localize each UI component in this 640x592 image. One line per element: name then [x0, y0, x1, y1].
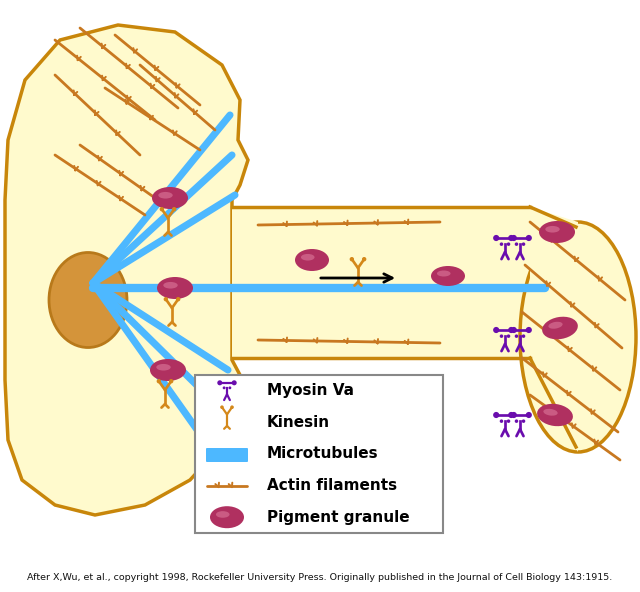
Polygon shape [232, 207, 530, 358]
Ellipse shape [515, 242, 518, 246]
Ellipse shape [508, 235, 515, 241]
Ellipse shape [493, 412, 499, 418]
Ellipse shape [220, 406, 224, 409]
Text: Pigment granule: Pigment granule [267, 510, 410, 525]
Ellipse shape [217, 380, 222, 385]
Ellipse shape [511, 235, 517, 241]
Ellipse shape [362, 257, 366, 262]
Ellipse shape [539, 221, 575, 243]
Ellipse shape [152, 187, 188, 209]
Ellipse shape [542, 317, 578, 339]
Ellipse shape [437, 271, 451, 276]
Ellipse shape [522, 419, 525, 423]
Ellipse shape [507, 419, 510, 423]
Ellipse shape [156, 364, 171, 371]
Ellipse shape [159, 207, 164, 211]
Ellipse shape [169, 379, 173, 384]
FancyBboxPatch shape [206, 448, 248, 462]
Polygon shape [530, 207, 578, 452]
Ellipse shape [525, 412, 532, 418]
Ellipse shape [507, 334, 510, 338]
Ellipse shape [511, 327, 517, 333]
Ellipse shape [520, 222, 636, 452]
Ellipse shape [522, 242, 525, 246]
Text: Actin filaments: Actin filaments [267, 478, 397, 493]
Ellipse shape [543, 409, 557, 416]
Ellipse shape [431, 266, 465, 286]
Ellipse shape [228, 387, 231, 390]
Ellipse shape [223, 387, 225, 390]
Ellipse shape [49, 253, 127, 348]
Ellipse shape [508, 327, 515, 333]
Ellipse shape [163, 282, 178, 288]
Ellipse shape [172, 207, 177, 211]
Ellipse shape [157, 277, 193, 299]
Ellipse shape [150, 359, 186, 381]
Text: Microtubules: Microtubules [267, 446, 379, 462]
Ellipse shape [500, 334, 503, 338]
Ellipse shape [493, 327, 499, 333]
Ellipse shape [349, 257, 354, 262]
Ellipse shape [548, 322, 563, 329]
Ellipse shape [301, 254, 314, 260]
Ellipse shape [515, 334, 518, 338]
Polygon shape [5, 25, 248, 515]
Ellipse shape [545, 226, 560, 233]
Ellipse shape [210, 506, 244, 528]
Ellipse shape [537, 404, 573, 426]
Ellipse shape [216, 511, 230, 518]
Ellipse shape [525, 327, 532, 333]
Text: Myosin Va: Myosin Va [267, 383, 354, 398]
Ellipse shape [507, 242, 510, 246]
Ellipse shape [164, 297, 168, 301]
Ellipse shape [158, 192, 173, 198]
Ellipse shape [508, 412, 515, 418]
FancyBboxPatch shape [195, 375, 443, 533]
Ellipse shape [232, 380, 237, 385]
Text: Kinesin: Kinesin [267, 415, 330, 430]
Ellipse shape [295, 249, 329, 271]
Ellipse shape [522, 334, 525, 338]
Ellipse shape [500, 242, 503, 246]
Ellipse shape [500, 419, 503, 423]
Ellipse shape [511, 412, 517, 418]
Ellipse shape [176, 297, 180, 301]
Ellipse shape [157, 379, 161, 384]
Ellipse shape [525, 235, 532, 241]
Ellipse shape [493, 235, 499, 241]
Ellipse shape [515, 419, 518, 423]
Text: After X,Wu, et al., copyright 1998, Rockefeller University Press. Originally pub: After X,Wu, et al., copyright 1998, Rock… [28, 574, 612, 583]
Ellipse shape [230, 406, 234, 409]
